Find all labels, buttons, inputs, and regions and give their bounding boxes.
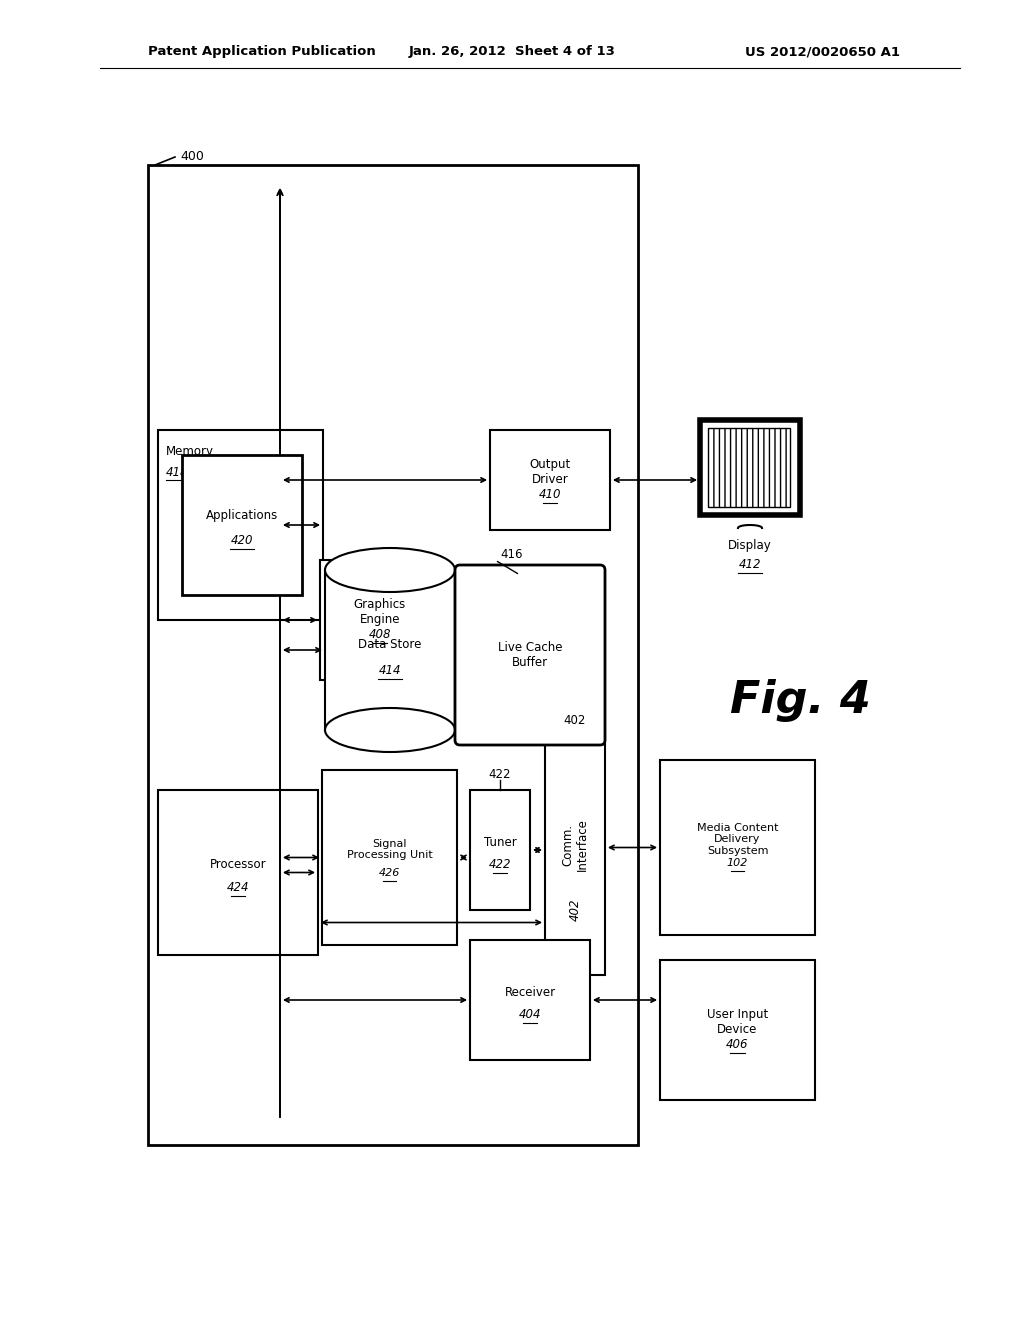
Text: 102: 102 (727, 858, 749, 867)
FancyBboxPatch shape (455, 565, 605, 744)
Text: Applications: Applications (206, 508, 279, 521)
Text: Live Cache
Buffer: Live Cache Buffer (498, 642, 562, 669)
Text: 418: 418 (166, 466, 188, 479)
Text: Comm.
Interface: Comm. Interface (561, 818, 589, 871)
Text: 400: 400 (180, 150, 204, 164)
Text: 416: 416 (500, 549, 522, 561)
Bar (660, 960, 815, 1100)
Text: Graphics
Engine: Graphics Engine (354, 598, 407, 626)
Text: Jan. 26, 2012  Sheet 4 of 13: Jan. 26, 2012 Sheet 4 of 13 (409, 45, 615, 58)
Bar (158, 789, 318, 954)
Ellipse shape (325, 548, 455, 591)
Bar (470, 940, 590, 1060)
Bar (545, 735, 605, 975)
Text: US 2012/0020650 A1: US 2012/0020650 A1 (745, 45, 900, 58)
Bar (148, 165, 638, 1144)
Text: 402: 402 (568, 899, 582, 921)
Text: 402: 402 (564, 714, 586, 726)
Text: 404: 404 (519, 1008, 542, 1022)
Bar (700, 420, 800, 515)
Text: Output
Driver: Output Driver (529, 458, 570, 486)
Bar (470, 789, 530, 909)
Text: User Input
Device: User Input Device (707, 1008, 768, 1036)
Text: 412: 412 (738, 558, 761, 572)
Bar (158, 430, 323, 620)
Text: 424: 424 (226, 880, 249, 894)
Text: 410: 410 (539, 488, 561, 502)
Text: 422: 422 (488, 858, 511, 871)
Text: 422: 422 (488, 768, 511, 781)
Text: Tuner: Tuner (483, 836, 516, 849)
Text: Receiver: Receiver (505, 986, 556, 998)
Ellipse shape (325, 708, 455, 752)
Text: Signal
Processing Unit: Signal Processing Unit (347, 838, 432, 861)
Text: 420: 420 (230, 533, 253, 546)
Bar (490, 430, 610, 531)
Bar (319, 560, 440, 680)
Text: Display: Display (728, 539, 772, 552)
Text: 426: 426 (379, 867, 400, 878)
Text: 408: 408 (369, 628, 391, 642)
Bar (708, 428, 790, 507)
Text: Memory: Memory (166, 446, 214, 458)
Text: Patent Application Publication: Patent Application Publication (148, 45, 376, 58)
Bar (325, 570, 455, 730)
Bar (322, 770, 457, 945)
Text: Data Store: Data Store (358, 639, 422, 652)
Bar (182, 455, 302, 595)
Text: Processor: Processor (210, 858, 266, 871)
Text: 414: 414 (379, 664, 401, 676)
Text: Media Content
Delivery
Subsystem: Media Content Delivery Subsystem (696, 822, 778, 857)
Text: Fig. 4: Fig. 4 (729, 678, 870, 722)
Text: 406: 406 (726, 1039, 749, 1052)
Bar (660, 760, 815, 935)
